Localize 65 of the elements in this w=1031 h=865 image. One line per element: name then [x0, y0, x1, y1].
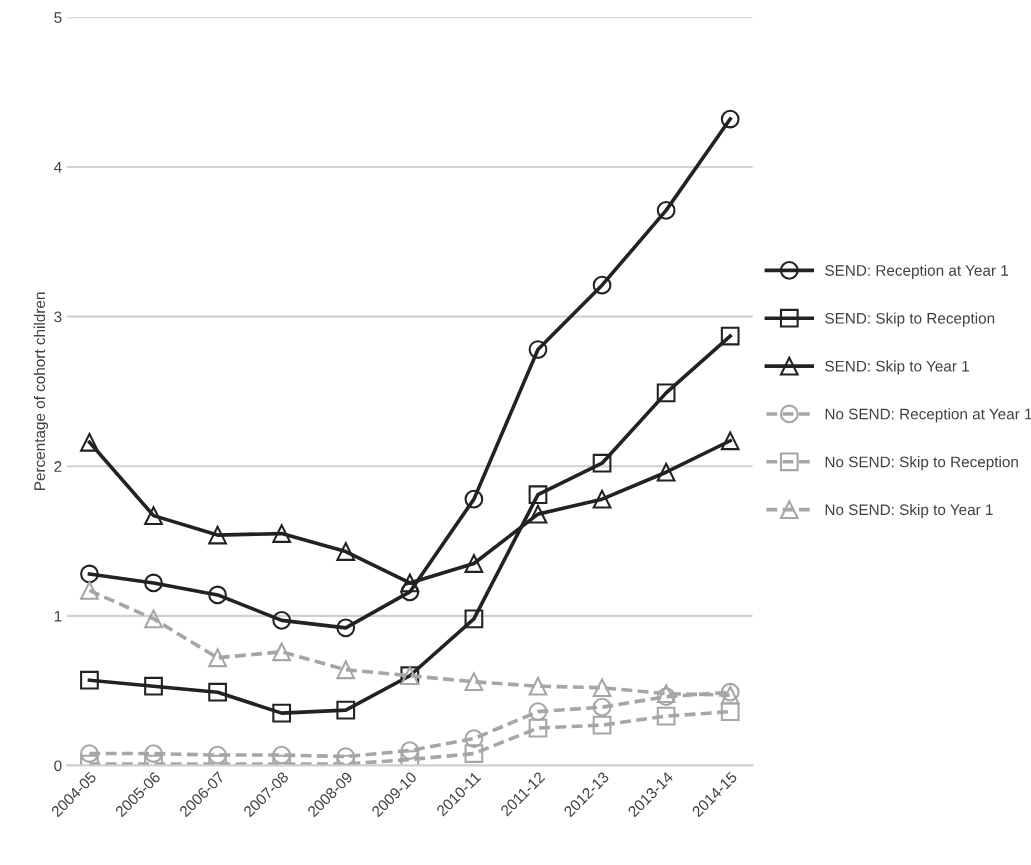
point	[720, 326, 740, 346]
point	[400, 582, 420, 602]
point	[464, 489, 484, 509]
y-tick-label: 2	[54, 461, 62, 472]
point	[464, 609, 484, 629]
point	[592, 275, 612, 295]
point	[592, 453, 612, 473]
point	[144, 676, 163, 696]
point	[208, 745, 227, 765]
point	[528, 702, 548, 722]
legend-label: SEND: Skip to Year 1	[825, 360, 969, 375]
point	[272, 642, 292, 662]
point	[592, 697, 612, 717]
point	[528, 718, 548, 738]
legend-label: No SEND: Skip to Year 1	[825, 503, 993, 519]
point	[656, 462, 676, 482]
point	[720, 431, 740, 451]
point	[208, 585, 227, 605]
point	[80, 581, 99, 600]
point	[720, 702, 740, 722]
y-tick-label: 3	[54, 311, 62, 323]
y-tick-label: 1	[54, 610, 62, 622]
point	[80, 744, 99, 763]
point	[592, 678, 612, 698]
point	[464, 554, 484, 573]
point	[336, 542, 356, 561]
point	[80, 564, 99, 584]
point	[144, 573, 163, 593]
legend-label: SEND: Skip to Reception	[825, 312, 995, 327]
y-tick-label: 0	[54, 760, 62, 772]
point	[656, 383, 676, 403]
legend-label: No SEND: Reception at Year 1	[825, 408, 1031, 423]
point	[272, 745, 292, 765]
point	[656, 706, 676, 726]
point	[528, 676, 548, 696]
point	[80, 670, 99, 690]
point	[208, 648, 227, 668]
point	[400, 741, 420, 760]
point	[528, 504, 548, 524]
point	[336, 700, 356, 720]
point	[336, 618, 356, 638]
y-tick-label: 4	[54, 161, 62, 173]
point	[720, 109, 740, 129]
y-tick-label: 5	[54, 12, 62, 23]
point	[464, 729, 484, 748]
point	[272, 524, 292, 543]
point	[208, 525, 227, 545]
point	[144, 609, 163, 629]
legend-label: No SEND: Skip to Reception	[825, 456, 1018, 471]
point	[528, 340, 548, 359]
legend-label: SEND: Reception at Year 1	[825, 264, 1008, 279]
y-axis-title: Percentage of cohort children	[33, 292, 49, 490]
point	[464, 672, 484, 692]
point	[144, 506, 163, 525]
point	[592, 715, 612, 735]
point	[656, 200, 676, 220]
point	[272, 611, 292, 630]
point	[272, 703, 292, 723]
point	[208, 682, 227, 702]
point	[80, 432, 99, 452]
point	[464, 744, 484, 763]
point	[336, 660, 356, 680]
point	[528, 485, 548, 505]
point	[592, 489, 612, 509]
point	[144, 744, 163, 763]
